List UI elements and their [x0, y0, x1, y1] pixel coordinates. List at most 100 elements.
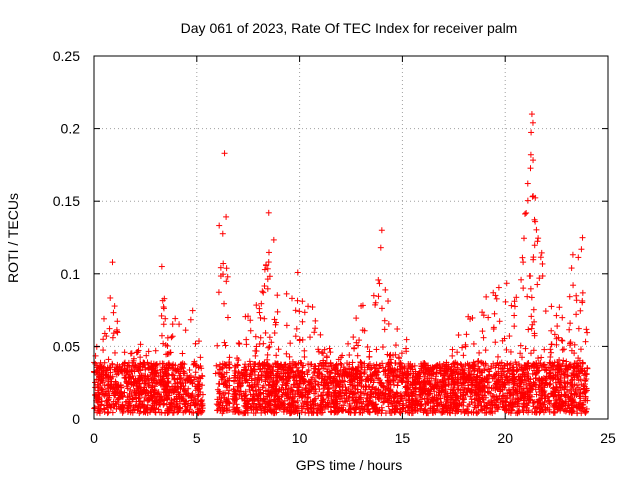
- data-point: [379, 344, 386, 351]
- data-point: [145, 348, 152, 355]
- data-point: [247, 371, 254, 378]
- data-point: [243, 407, 250, 414]
- data-point: [525, 359, 532, 366]
- data-point: [121, 349, 128, 356]
- data-point: [533, 226, 540, 233]
- data-point: [299, 386, 306, 393]
- data-point: [160, 303, 167, 310]
- data-point: [583, 326, 590, 333]
- data-point: [391, 395, 398, 402]
- data-point: [476, 398, 483, 405]
- data-point: [213, 401, 220, 408]
- data-point: [493, 295, 500, 302]
- data-point: [219, 404, 226, 411]
- data-point: [100, 347, 107, 354]
- data-point: [357, 396, 364, 403]
- data-point: [393, 405, 400, 412]
- data-point: [164, 334, 171, 341]
- data-point: [569, 376, 576, 383]
- data-point: [449, 352, 456, 359]
- data-point: [260, 289, 267, 296]
- data-point: [356, 379, 363, 386]
- data-point: [475, 357, 482, 364]
- data-point: [511, 303, 518, 310]
- data-point: [184, 372, 191, 379]
- data-point: [242, 361, 249, 368]
- data-point: [367, 366, 374, 373]
- data-point: [190, 409, 197, 416]
- data-point: [366, 348, 373, 355]
- data-point: [308, 386, 315, 393]
- data-point: [246, 358, 253, 365]
- data-point: [352, 385, 359, 392]
- data-point: [256, 360, 263, 367]
- data-point: [516, 384, 523, 391]
- data-point: [520, 285, 527, 292]
- data-point: [328, 367, 335, 374]
- data-point: [412, 384, 419, 391]
- data-point: [246, 383, 253, 390]
- data-point: [235, 357, 242, 364]
- data-point: [96, 406, 103, 413]
- data-point: [499, 365, 506, 372]
- data-point: [101, 409, 108, 416]
- data-point: [265, 404, 272, 411]
- data-point: [124, 362, 131, 369]
- data-point: [575, 325, 582, 332]
- data-point: [529, 119, 536, 126]
- data-point: [416, 380, 423, 387]
- data-point: [95, 403, 102, 410]
- data-point: [186, 366, 193, 373]
- data-point: [522, 345, 529, 352]
- data-point: [583, 408, 590, 415]
- data-point: [310, 410, 317, 417]
- data-point: [261, 315, 268, 322]
- data-point: [271, 316, 278, 323]
- data-point: [250, 410, 257, 417]
- data-point: [375, 293, 382, 300]
- data-point: [575, 254, 582, 261]
- data-point: [530, 157, 537, 164]
- data-point: [143, 352, 150, 359]
- data-point: [321, 346, 328, 353]
- data-point: [317, 392, 324, 399]
- data-point: [583, 387, 590, 394]
- data-point: [520, 259, 527, 266]
- data-point: [538, 406, 545, 413]
- data-point: [311, 396, 318, 403]
- data-point: [339, 377, 346, 384]
- data-point: [256, 305, 263, 312]
- data-point: [302, 409, 309, 416]
- data-point: [380, 368, 387, 375]
- data-point: [123, 398, 130, 405]
- data-point: [371, 364, 378, 371]
- y-tick-labels: 0 0.05 0.1 0.15 0.2 0.25: [53, 48, 80, 427]
- data-point: [431, 382, 438, 389]
- data-point: [142, 366, 149, 373]
- data-point: [520, 385, 527, 392]
- data-point: [365, 401, 372, 408]
- data-point: [337, 366, 344, 373]
- data-point: [564, 372, 571, 379]
- data-point: [171, 376, 178, 383]
- data-point: [111, 303, 118, 310]
- data-point: [197, 354, 204, 361]
- data-point: [334, 367, 341, 374]
- data-point: [135, 383, 142, 390]
- data-point: [528, 294, 535, 301]
- data-point: [405, 378, 412, 385]
- data-point: [532, 371, 539, 378]
- data-point: [224, 314, 231, 321]
- data-point: [220, 408, 227, 415]
- data-point: [346, 400, 353, 407]
- data-point: [224, 407, 231, 414]
- data-point: [293, 384, 300, 391]
- data-point: [262, 329, 269, 336]
- data-point: [574, 373, 581, 380]
- data-point: [552, 379, 559, 386]
- data-point: [366, 353, 373, 360]
- data-point: [449, 346, 456, 353]
- data-point: [180, 409, 187, 416]
- data-point: [97, 359, 104, 366]
- data-point: [144, 396, 151, 403]
